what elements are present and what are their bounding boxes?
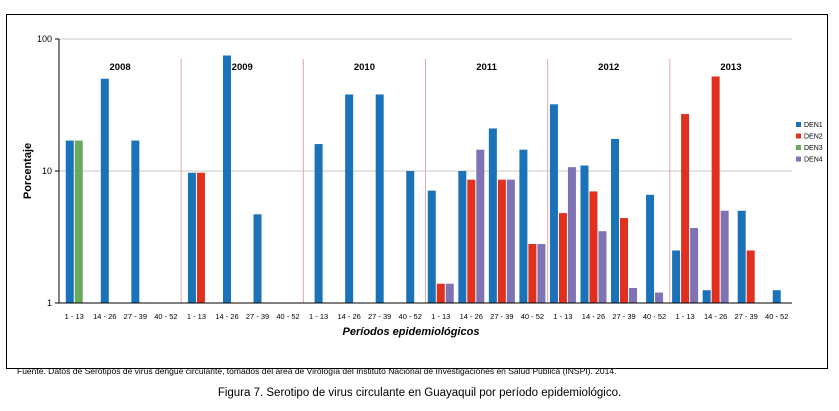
legend-swatch [796, 156, 801, 162]
bar-den1 [519, 149, 528, 303]
x-tick-label: 27 - 39 [368, 312, 391, 321]
y-tick-label: 1 [47, 298, 52, 308]
bar-den1 [488, 128, 497, 303]
bar-den2 [746, 250, 755, 303]
legend-label: DEN2 [804, 134, 823, 141]
bar-den1 [427, 190, 436, 303]
x-axis-label: Períodos epidemiológicos [343, 326, 480, 338]
x-tick-label: 40 - 52 [521, 312, 544, 321]
bar-den1 [314, 144, 323, 303]
bar-den2 [196, 172, 205, 303]
x-tick-label: 14 - 26 [337, 312, 360, 321]
source-note: Fuente. Datos de Serotipos de virus deng… [17, 366, 617, 376]
bar-den1 [672, 250, 681, 303]
year-label: 2008 [110, 62, 131, 73]
year-label: 2009 [232, 62, 253, 73]
x-tick-label: 1 - 13 [65, 312, 84, 321]
bar-den1 [549, 104, 558, 303]
bar-den4 [445, 283, 454, 303]
bar-den4 [598, 231, 607, 303]
bar-den1 [187, 172, 196, 303]
legend: DEN1 DEN2 DEN3 DEN4 [796, 122, 823, 164]
bar-den1 [406, 171, 415, 303]
bar-den4 [537, 243, 546, 303]
x-tick-label: 27 - 39 [735, 312, 758, 321]
bar-den2 [620, 218, 629, 303]
legend-label: DEN1 [804, 122, 823, 129]
x-tick-label: 27 - 39 [246, 312, 269, 321]
y-axis-label: Porcentaje [22, 143, 34, 199]
bar-den3 [74, 140, 83, 303]
bar-den1 [772, 290, 781, 303]
x-tick-label: 14 - 26 [215, 312, 238, 321]
x-tick-label: 27 - 39 [612, 312, 635, 321]
figure-caption: Figura 7. Serotipo de virus circulante e… [217, 387, 622, 399]
gridlines [55, 38, 792, 304]
x-tick-label: 14 - 26 [460, 312, 483, 321]
x-tick-label: 40 - 52 [154, 312, 177, 321]
bar-den1 [737, 210, 746, 303]
year-label: 2012 [598, 62, 619, 73]
y-tick-label: 100 [37, 34, 52, 44]
bar-den4 [655, 292, 664, 303]
bar-den1 [375, 94, 384, 303]
legend-label: DEN3 [804, 145, 823, 152]
axes: Porcentaje Períodos epidemiológicos [22, 39, 792, 338]
bar-den1 [222, 55, 231, 303]
bar-den2 [558, 213, 567, 303]
x-tick-label: 1 - 13 [676, 312, 695, 321]
bar-den2 [681, 114, 690, 303]
bar-den4 [690, 227, 699, 303]
x-tick-label: 40 - 52 [276, 312, 299, 321]
bar-den1 [131, 140, 140, 303]
bar-den4 [567, 167, 576, 303]
bars [65, 55, 781, 303]
bar-den2 [467, 179, 476, 303]
bar-den1 [646, 194, 655, 303]
bar-den1 [458, 171, 467, 303]
bar-den1 [702, 290, 711, 303]
x-tick-label: 1 - 13 [309, 312, 328, 321]
bar-den1 [345, 94, 354, 303]
figure-frame: Porcentaje Períodos epidemiológicos 1 10 1… [6, 14, 828, 376]
x-tick-label: 14 - 26 [582, 312, 605, 321]
x-tick-label: 1 - 13 [431, 312, 450, 321]
bar-den2 [589, 191, 598, 303]
bar-den2 [497, 179, 506, 303]
x-tick-label: 14 - 26 [704, 312, 727, 321]
bar-den4 [506, 179, 515, 303]
x-tick-label: 27 - 39 [490, 312, 513, 321]
x-tick-label: 14 - 26 [93, 312, 116, 321]
tick-labels: 1 10 100 2008 1 - 13 14 - 26 27 - 39 40 - 52 200… [37, 34, 788, 321]
bar-chart: Porcentaje Períodos epidemiológicos 1101… [22, 34, 823, 338]
bar-den2 [436, 283, 445, 303]
year-label: 2013 [720, 62, 741, 73]
bar-den1 [253, 214, 262, 303]
bar-den1 [611, 138, 620, 303]
bar-den1 [100, 78, 109, 303]
x-tick-label: 1 - 13 [187, 312, 206, 321]
bar-den4 [629, 287, 638, 303]
legend-swatch [796, 122, 801, 127]
legend-swatch [796, 133, 801, 139]
x-tick-label: 40 - 52 [765, 312, 788, 321]
year-label: 2010 [354, 62, 375, 73]
bar-den1 [65, 140, 74, 303]
year-label: 2011 [476, 62, 497, 73]
x-tick-label: 40 - 52 [399, 312, 422, 321]
bar-den4 [720, 210, 729, 303]
bar-den2 [711, 76, 720, 303]
bar-den1 [580, 165, 589, 303]
legend-label: DEN4 [804, 157, 823, 164]
x-tick-label: 40 - 52 [643, 312, 666, 321]
x-tick-label: 27 - 39 [124, 312, 147, 321]
x-tick-label: 1 - 13 [553, 312, 572, 321]
bar-den4 [476, 149, 485, 303]
bar-den2 [528, 243, 537, 303]
legend-swatch [796, 145, 801, 150]
y-tick-label: 10 [42, 166, 52, 176]
